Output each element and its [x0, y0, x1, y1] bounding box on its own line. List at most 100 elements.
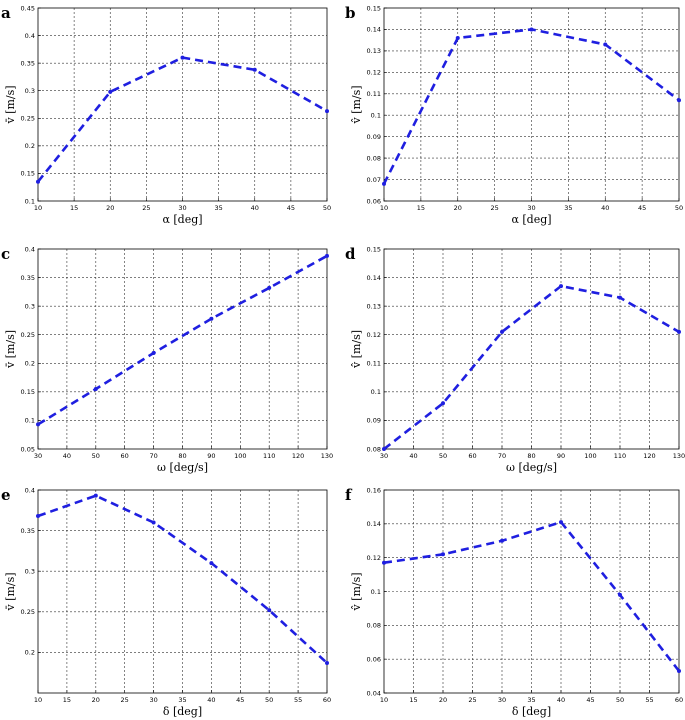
panel-e: e 10 15 20 25 30 35 40 45 50 55 60 0.2 0.25 0.3 0.35 0.4… [1, 486, 331, 718]
y-tick-label: 0.13 [367, 302, 381, 310]
data-point [382, 181, 386, 186]
x-tick-label: 90 [557, 452, 565, 460]
data-point [36, 513, 40, 518]
data-point [36, 179, 40, 184]
y-tick-label: 0.06 [367, 655, 381, 663]
panel-letter: d [345, 245, 356, 263]
x-tick-label: 10 [34, 696, 42, 704]
x-tick-label: 30 [380, 452, 388, 460]
x-axis-label: α [deg] [511, 213, 551, 226]
y-tick-label: 0.11 [367, 90, 381, 98]
x-tick-label: 50 [616, 696, 624, 704]
data-point [618, 295, 622, 300]
x-tick-label: 90 [207, 452, 215, 460]
y-tick-label: 0.15 [367, 245, 381, 253]
series-line [383, 520, 681, 672]
data-point [559, 284, 563, 289]
y-tick-label: 0.05 [21, 445, 35, 453]
y-axis-label: v̂ [m/s] [350, 572, 363, 611]
y-tick-label: 0.13 [367, 47, 381, 55]
x-tick-label: 20 [106, 204, 114, 212]
x-tick-label: 45 [586, 696, 594, 704]
x-tick-label: 60 [121, 452, 129, 460]
x-tick-label: 20 [439, 696, 447, 704]
y-tick-label: 0.35 [21, 59, 35, 67]
x-tick-label: 130 [321, 452, 333, 460]
data-point [180, 55, 185, 60]
data-point [677, 669, 681, 674]
y-tick-label: 0.45 [21, 4, 35, 12]
x-tick-label: 40 [557, 696, 565, 704]
series-line [37, 494, 328, 664]
data-point [441, 401, 445, 406]
y-tick-label: 0.4 [25, 486, 35, 494]
y-tick-label: 0.35 [21, 527, 35, 535]
x-tick-label: 60 [468, 452, 476, 460]
x-tick-label: 25 [490, 204, 498, 212]
x-tick-label: 40 [409, 452, 417, 460]
data-point [618, 592, 622, 597]
y-tick-label: 0.16 [367, 486, 381, 494]
x-tick-label: 40 [207, 696, 215, 704]
y-tick-label: 0.14 [367, 520, 381, 528]
panel-letter: b [345, 4, 356, 22]
y-axis-label: v̄ [m/s] [4, 572, 17, 611]
y-tick-label: 0.09 [367, 417, 381, 425]
y-tick-label: 0.15 [21, 170, 35, 178]
y-tick-label: 0.08 [367, 622, 381, 630]
data-point [108, 89, 113, 94]
x-tick-label: 40 [251, 204, 259, 212]
panel-letter: f [345, 486, 353, 504]
y-tick-label: 0.08 [367, 154, 381, 162]
x-tick-label: 35 [214, 204, 222, 212]
data-point [252, 67, 257, 72]
x-tick-label: 110 [263, 452, 275, 460]
data-point [93, 493, 98, 498]
x-tick-label: 20 [92, 696, 100, 704]
y-tick-label: 0.25 [21, 608, 35, 616]
y-tick-label: 0.14 [367, 274, 381, 282]
y-axis-label: v̂ [m/s] [350, 330, 363, 369]
x-tick-label: 20 [454, 204, 462, 212]
x-tick-label: 80 [178, 452, 186, 460]
x-tick-label: 100 [584, 452, 596, 460]
data-point [500, 538, 504, 543]
x-tick-label: 50 [323, 204, 331, 212]
x-tick-label: 30 [498, 696, 506, 704]
series-line [37, 254, 328, 426]
x-tick-label: 50 [675, 204, 683, 212]
x-tick-label: 15 [417, 204, 425, 212]
data-point [151, 520, 156, 525]
y-tick-label: 0.2 [25, 360, 35, 368]
x-tick-label: 30 [34, 452, 42, 460]
y-tick-label: 0.4 [25, 245, 35, 253]
x-tick-label: 45 [287, 204, 295, 212]
x-tick-label: 55 [645, 696, 653, 704]
data-point [93, 387, 98, 391]
x-tick-label: 100 [234, 452, 246, 460]
y-tick-label: 0.08 [367, 445, 381, 453]
y-tick-label: 0.3 [25, 87, 35, 95]
x-tick-label: 50 [92, 452, 100, 460]
data-point [151, 351, 156, 355]
x-tick-label: 25 [142, 204, 150, 212]
y-tick-label: 0.25 [21, 115, 35, 123]
y-tick-label: 0.3 [25, 302, 35, 310]
y-tick-label: 0.3 [25, 568, 35, 576]
x-tick-label: 110 [614, 452, 626, 460]
y-tick-label: 0.12 [367, 69, 381, 77]
y-tick-label: 0.25 [21, 331, 35, 339]
data-point [325, 109, 329, 114]
x-tick-label: 10 [380, 204, 388, 212]
y-tick-label: 0.06 [367, 197, 381, 205]
x-tick-label: 30 [178, 204, 186, 212]
data-point [382, 560, 386, 565]
x-tick-label: 40 [63, 452, 71, 460]
y-tick-label: 0.1 [371, 112, 381, 120]
x-tick-label: 15 [70, 204, 78, 212]
y-axis-label: v̄ [m/s] [4, 330, 17, 369]
y-tick-label: 0.14 [367, 26, 381, 34]
y-tick-label: 0.12 [367, 554, 381, 562]
panel-c: c 30 40 50 60 70 80 90 100 110 120 130 0.05 0.1 0.15 0.… [1, 245, 333, 474]
